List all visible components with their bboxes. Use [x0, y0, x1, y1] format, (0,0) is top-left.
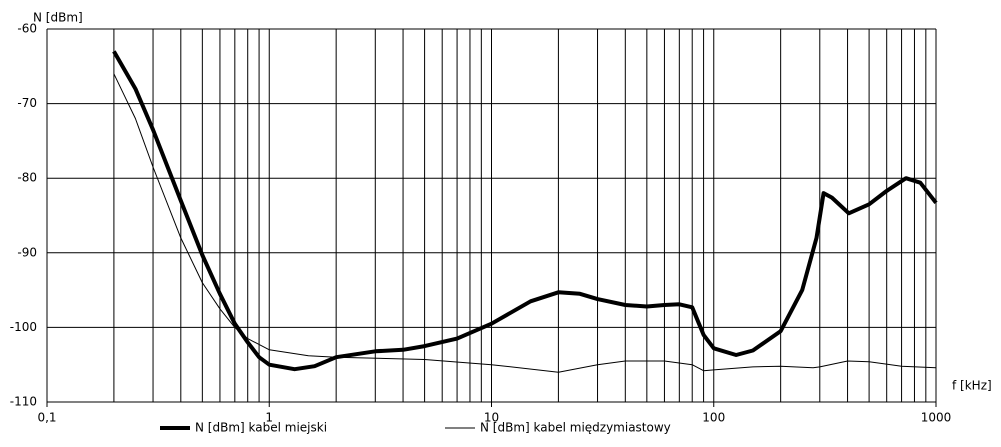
legend-label: N [dBm] kabel miejski — [195, 421, 327, 435]
x-tick-label: 1000 — [921, 411, 952, 425]
y-tick-label: -100 — [10, 320, 37, 334]
x-axis-label: f [kHz] — [952, 379, 992, 393]
x-tick-label: 0,1 — [37, 411, 56, 425]
y-tick-label: -70 — [17, 96, 37, 110]
y-tick-label: -60 — [17, 22, 37, 36]
y-axis-label: N [dBm] — [33, 11, 83, 25]
y-tick-label: -90 — [17, 245, 37, 259]
x-tick-label: 1 — [265, 411, 273, 425]
x-tick-label: 10 — [484, 411, 499, 425]
series-line — [112, 50, 938, 372]
y-tick-label: -80 — [17, 171, 37, 185]
legend-label: N [dBm] kabel międzymiastowy — [480, 421, 671, 435]
x-tick-label: 100 — [702, 411, 725, 425]
y-tick-label: -110 — [10, 395, 37, 409]
series-line — [113, 73, 937, 373]
